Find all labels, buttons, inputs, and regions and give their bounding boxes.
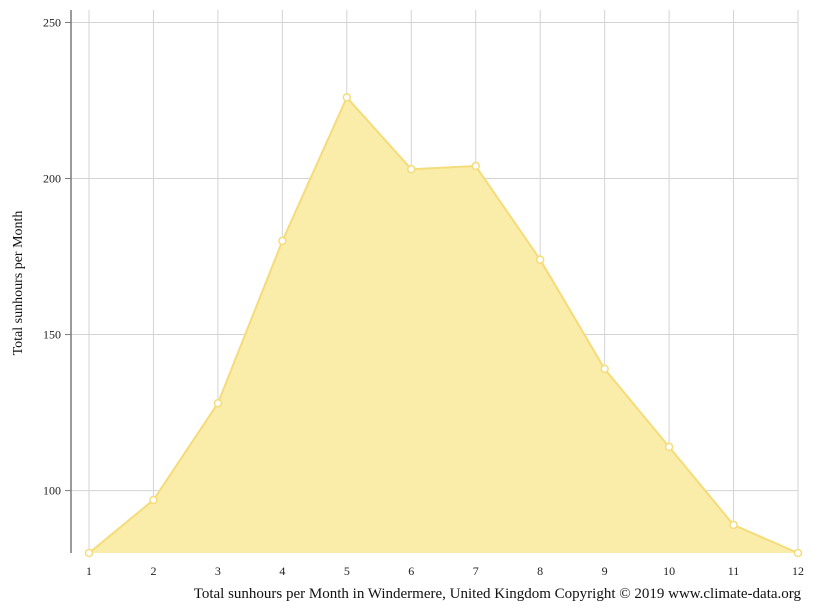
x-tick-label-10: 10: [663, 564, 675, 578]
data-point-4: [278, 236, 287, 246]
data-point-9: [600, 364, 609, 374]
y-ticks: 100 150 200 250: [43, 15, 71, 498]
x-tick-label-12: 12: [792, 564, 804, 578]
y-tick-label-150: 150: [43, 328, 61, 342]
x-tick-label-7: 7: [473, 564, 479, 578]
y-tick-label-200: 200: [43, 172, 61, 186]
y-axis-title: Total sunhours per Month: [11, 211, 26, 356]
data-points: [84, 93, 803, 558]
data-point-3: [213, 398, 223, 408]
data-point-1: [84, 548, 94, 558]
x-tick-label-11: 11: [728, 564, 740, 578]
data-point-10: [664, 442, 674, 452]
data-point-6: [407, 164, 416, 174]
data-point-12: [793, 548, 803, 558]
data-point-5: [342, 93, 352, 102]
x-tick-label-2: 2: [150, 564, 156, 578]
sunhours-line: [88, 95, 799, 554]
x-tick-label-3: 3: [215, 564, 221, 578]
x-tick-label-1: 1: [86, 564, 92, 578]
y-tick-label-100: 100: [43, 484, 61, 498]
data-point-7: [471, 161, 480, 171]
x-tick-label-6: 6: [408, 564, 414, 578]
data-point-8: [535, 255, 545, 264]
data-point-2: [149, 495, 158, 505]
y-tick-label-250: 250: [43, 15, 61, 29]
x-tick-label-9: 9: [602, 564, 608, 578]
x-tick-label-4: 4: [279, 564, 285, 578]
sunhours-area-fill: [89, 97, 798, 554]
x-ticks: 1 2 3 4 5 6 7 8 9 10 11 12: [86, 564, 804, 578]
chart-caption: Total sunhours per Month in Windermere, …: [194, 586, 802, 602]
data-point-11: [729, 520, 738, 530]
x-tick-label-8: 8: [537, 564, 543, 578]
x-tick-label-5: 5: [344, 564, 350, 578]
